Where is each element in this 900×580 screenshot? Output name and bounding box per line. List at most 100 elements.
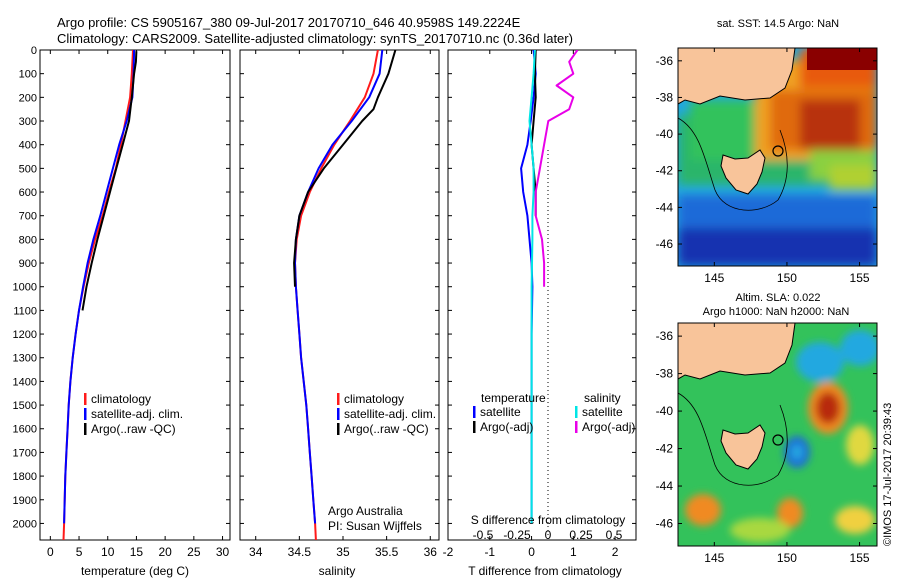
difference-y-ticks — [448, 49, 636, 524]
legend-label-s-satellite: satellite — [582, 405, 623, 419]
lon-tick-label: 145 — [704, 271, 724, 285]
depth-tick-label: 900 — [19, 258, 37, 270]
s-diff-tick-label: -0.25 — [503, 528, 531, 542]
x-tick-label: 25 — [187, 545, 201, 559]
depth-tick-label: 1100 — [13, 305, 37, 317]
argo-location-marker — [772, 145, 784, 157]
x-tick-label: 35 — [336, 545, 350, 559]
depth-tick-label: 1600 — [13, 424, 37, 436]
difference-series — [520, 50, 579, 524]
lon-tick-label: 145 — [704, 551, 724, 565]
series-temperature-argo-adj — [530, 50, 537, 216]
sst-map-axes: 145 150 155 -36 -38 -40 -42 -44 -46 — [656, 48, 877, 285]
lat-tick-label: -40 — [656, 404, 674, 418]
depth-tick-label: 1800 — [13, 471, 37, 483]
x-tick-label: 35.5 — [375, 545, 399, 559]
sla-map: Altim. SLA: 0.022 Argo h1000: NaN h2000:… — [656, 292, 878, 565]
x-tick-label: 20 — [158, 545, 172, 559]
x-tick-label: 1 — [570, 545, 577, 559]
legend-swatch-satellite — [337, 408, 340, 420]
lat-tick-label: -36 — [656, 329, 674, 343]
s-diff-tick-label: 0.5 — [606, 528, 623, 542]
legend-swatch-t-satellite — [473, 406, 476, 418]
depth-tick-label: 600 — [19, 187, 37, 199]
depth-tick-label: 2000 — [13, 518, 37, 530]
legend-swatch-satellite — [84, 408, 87, 420]
argo-australia-label: Argo Australia — [328, 504, 403, 518]
lat-tick-label: -44 — [656, 200, 674, 214]
series-salinity-argo-adj — [534, 50, 579, 287]
imos-stamp: ©IMOS 17-Jul-2017 20:39:43 — [882, 403, 894, 546]
legend-swatch-argo — [337, 423, 340, 435]
depth-tick-label: 1300 — [13, 353, 37, 365]
lat-tick-label: -42 — [656, 164, 674, 178]
sst-map-title: sat. SST: 14.5 Argo: NaN — [717, 18, 839, 30]
legend-swatch-t-argo — [473, 421, 476, 433]
x-tick-label: 5 — [76, 545, 83, 559]
x-tick-label: 30 — [216, 545, 230, 559]
legend-label-satellite: satellite-adj. clim. — [344, 407, 436, 421]
series-satellite-adj-clim — [294, 50, 384, 524]
salinity-series — [293, 50, 397, 540]
salinity-legend: climatology satellite-adj. clim. Argo(..… — [337, 392, 436, 436]
s-diff-label: S difference from climatology — [471, 513, 626, 527]
header-line2: Climatology: CARS2009. Satellite-adjuste… — [57, 31, 573, 46]
legend-label-t-satellite: satellite — [480, 405, 521, 419]
pi-label: PI: Susan Wijffels — [328, 519, 422, 533]
difference-legend: temperature salinity satellite Argo(-adj… — [473, 391, 635, 434]
depth-tick-label: 1200 — [13, 329, 37, 341]
depth-tick-label: 400 — [19, 140, 37, 152]
s-diff-tick-label: 0 — [545, 528, 552, 542]
x-tick-label: 36 — [424, 545, 438, 559]
legend-label-s-argo: Argo(-adj) — [582, 420, 635, 434]
series-argo-raw-qc — [293, 50, 397, 287]
sla-map-axes: 145 150 155 -36 -38 -40 -42 -44 -46 — [656, 323, 877, 565]
lat-tick-label: -46 — [656, 517, 674, 531]
lon-tick-label: 150 — [777, 551, 797, 565]
difference-x-axis: -2 -1 0 1 2 — [443, 50, 619, 559]
depth-tick-label: 1900 — [13, 495, 37, 507]
lon-tick-label: 150 — [777, 271, 797, 285]
depth-tick-label: 300 — [19, 116, 37, 128]
temperature-depth-axis: 0 100 200 300 400 500 600 700 800 900 1000 1100 1200… — [13, 45, 230, 530]
series-satellite-adj-clim — [63, 50, 136, 524]
x-tick-label: 0 — [47, 545, 54, 559]
legend-label-satellite: satellite-adj. clim. — [91, 407, 183, 421]
depth-tick-label: 1400 — [13, 376, 37, 388]
salinity-plot-frame — [239, 49, 440, 541]
depth-tick-label: 1700 — [13, 447, 37, 459]
t-diff-label: T difference from climatology — [468, 564, 622, 578]
legend-title-temperature: temperature — [481, 391, 546, 405]
depth-tick-label: 800 — [19, 234, 37, 246]
temperature-series — [62, 50, 138, 540]
header-line1: Argo profile: CS 5905167_380 09-Jul-2017… — [57, 15, 521, 30]
legend-title-salinity: salinity — [584, 391, 621, 405]
x-tick-label: 0 — [528, 545, 535, 559]
sla-map-field — [678, 323, 877, 546]
temperature-xlabel: temperature (deg C) — [81, 564, 189, 578]
x-tick-label: -1 — [484, 545, 495, 559]
series-argo-raw-qc — [81, 51, 138, 311]
x-tick-label: -2 — [443, 545, 454, 559]
sla-map-title: Altim. SLA: 0.022 — [736, 292, 821, 304]
temperature-legend: climatology satellite-adj. clim. Argo(..… — [84, 392, 183, 436]
sst-map-field — [678, 48, 877, 266]
lat-tick-label: -44 — [656, 479, 674, 493]
legend-label-climatology: climatology — [344, 392, 404, 406]
salinity-diff-axis: -0.5 -0.25 0 0.25 0.5 — [473, 528, 623, 542]
lat-tick-label: -42 — [656, 442, 674, 456]
x-tick-label: 34.5 — [288, 545, 312, 559]
depth-tick-label: 500 — [19, 163, 37, 175]
x-tick-label: 10 — [101, 545, 115, 559]
depth-tick-label: 1000 — [13, 282, 37, 294]
sla-map-subtitle: Argo h1000: NaN h2000: NaN — [703, 306, 850, 318]
legend-label-argo: Argo(..raw -QC) — [344, 422, 429, 436]
legend-swatch-climatology — [337, 393, 340, 405]
difference-plot-frame — [447, 49, 637, 541]
depth-tick-label: 200 — [19, 92, 37, 104]
lon-tick-label: 155 — [850, 271, 870, 285]
s-diff-tick-label: -0.5 — [473, 528, 494, 542]
series-salinity-satellite — [528, 50, 536, 524]
depth-tick-label: 700 — [19, 211, 37, 223]
